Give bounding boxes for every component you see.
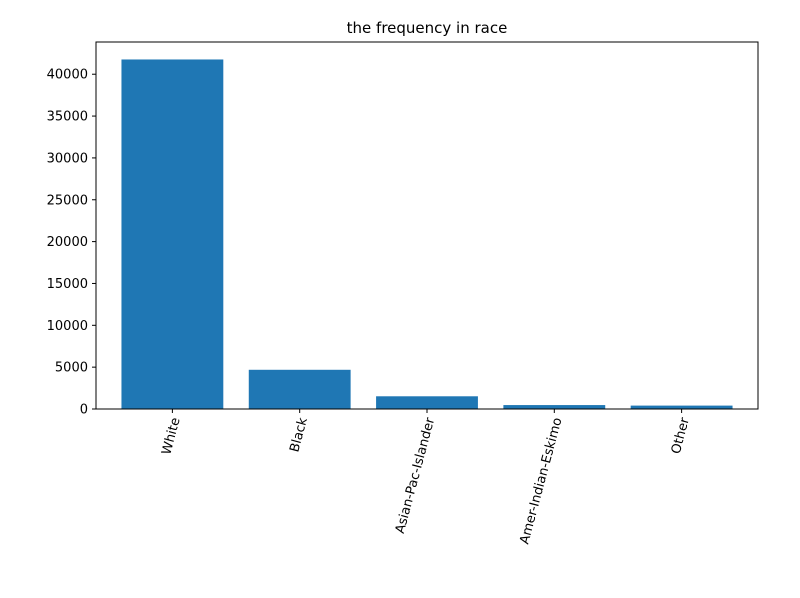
bar-black xyxy=(248,369,351,409)
bar-white xyxy=(121,59,224,409)
x-tick-label: Asian-Pac-Islander xyxy=(393,415,439,535)
y-tick-label: 25000 xyxy=(47,193,88,208)
x-tick-label: Other xyxy=(669,415,693,455)
y-tick-label: 30000 xyxy=(47,151,88,166)
y-tick-label: 15000 xyxy=(47,277,88,292)
y-tick-label: 0 xyxy=(80,403,88,418)
y-tick-label: 5000 xyxy=(55,361,88,376)
y-tick-label: 40000 xyxy=(47,68,88,83)
bars-layer xyxy=(121,59,733,409)
x-tick-label: White xyxy=(159,416,183,456)
plot-frame xyxy=(95,41,759,410)
x-tick-label: Amer-Indian-Eskimo xyxy=(517,416,565,546)
bar-amer-indian-eskimo xyxy=(503,405,606,409)
y-tick-label: 20000 xyxy=(47,235,88,250)
x-tick-label: Black xyxy=(287,416,311,454)
bar-asian-pac-islander xyxy=(376,396,478,409)
y-tick-label: 35000 xyxy=(47,110,88,125)
chart-title: the frequency in race xyxy=(347,19,508,37)
y-tick-label: 10000 xyxy=(47,319,88,334)
x-axis: White Black Asian-Pac-Islander Amer-Indian-… xyxy=(159,409,693,546)
bar-other xyxy=(630,405,733,409)
y-axis: 0 5000 10000 15000 20000 25000 30000 35000 40000 xyxy=(47,68,96,418)
